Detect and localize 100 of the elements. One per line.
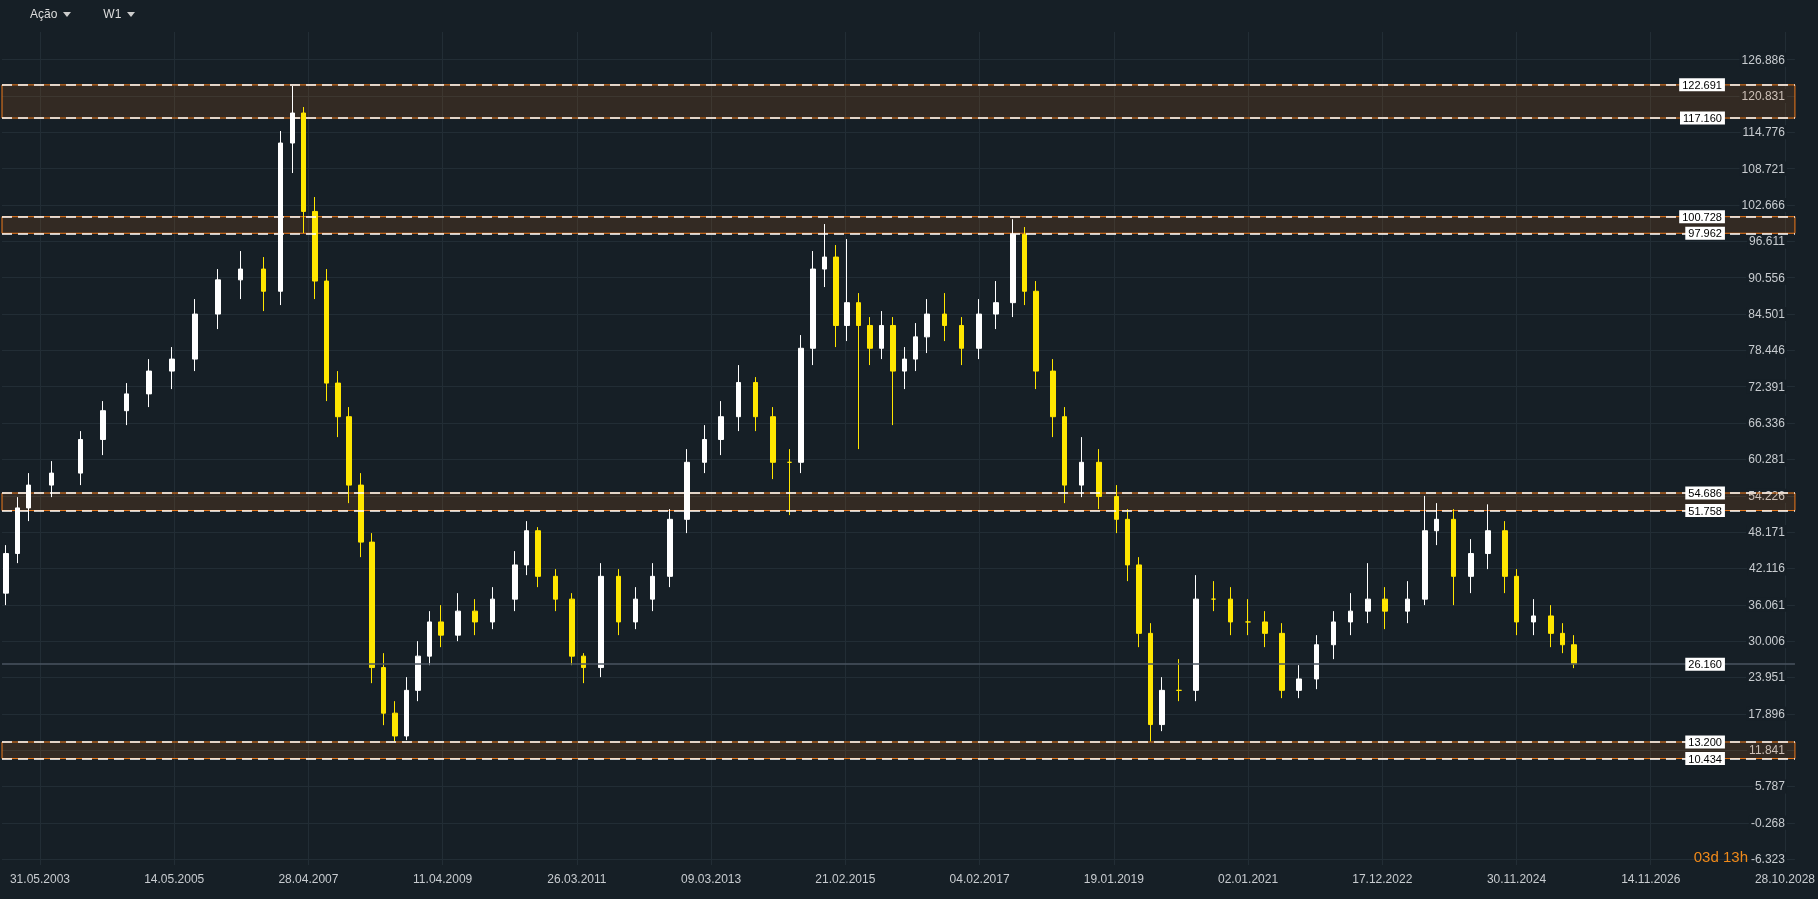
candlestick [976, 298, 982, 360]
candlestick [1365, 562, 1371, 624]
candlestick [1531, 598, 1536, 636]
candlestick [472, 598, 478, 636]
candlestick [736, 364, 741, 432]
candlestick [1279, 622, 1285, 699]
candlestick [146, 358, 152, 408]
candlestick [553, 568, 558, 612]
text: W1 [103, 7, 122, 21]
candlestick [381, 652, 386, 726]
y-tick-label: 114.776 [1742, 125, 1786, 140]
x-tick-label: 31.05.2003 [9, 872, 71, 886]
ref-line-label: 54.686 [1688, 486, 1722, 499]
candlestick [913, 322, 918, 372]
y-tick-label: 78.446 [1748, 343, 1786, 358]
ref-line-label: 10.434 [1688, 752, 1722, 765]
candlestick [392, 700, 398, 742]
candlestick [702, 424, 707, 474]
candlestick [1096, 448, 1102, 510]
x-tick-label: 19.01.2019 [1083, 872, 1145, 886]
candlestick [650, 562, 655, 612]
candlestick [1348, 592, 1353, 636]
candlestick [524, 520, 529, 576]
candlestick [1211, 580, 1216, 612]
candlestick [598, 562, 604, 678]
candlestick [1468, 538, 1474, 594]
ref-line-label: 51.758 [1688, 504, 1722, 517]
candlestick [312, 196, 318, 300]
candlestick [124, 382, 129, 426]
candlestick [192, 298, 198, 372]
y-tick-label: 30.006 [1748, 634, 1786, 649]
candlestick [1451, 508, 1456, 606]
candlestick [215, 268, 221, 330]
candlestick [856, 292, 861, 450]
candlestick [415, 640, 421, 702]
y-tick-label: 36.061 [1748, 597, 1786, 612]
x-tick-label: 26.03.2011 [547, 872, 607, 886]
candlestick [718, 400, 724, 456]
candlestick [1193, 574, 1199, 702]
ref-line-label: 117.160 [1682, 112, 1722, 125]
candlestick [1405, 580, 1410, 624]
candlestick [924, 298, 930, 354]
y-tick-label: 11.841 [1749, 743, 1786, 758]
x-tick-label: 28.04.2007 [278, 872, 339, 886]
candlestick [959, 316, 964, 366]
y-tick-label: 60.281 [1748, 452, 1786, 467]
candlestick [942, 292, 947, 342]
candlestick [1022, 226, 1027, 306]
candlestick [1050, 358, 1056, 438]
y-tick-label: 42.116 [1749, 561, 1786, 576]
candlestick [1382, 586, 1388, 630]
candlestick [1062, 406, 1067, 504]
x-tick-label: 02.01.2021 [1218, 872, 1279, 886]
annotation: 03d 13h [1693, 848, 1748, 865]
y-tick-label: -0.268 [1750, 815, 1786, 830]
candlestick [301, 106, 306, 234]
y-tick-label: 17.896 [1748, 706, 1786, 721]
candlestick [1571, 634, 1577, 669]
candlestick [1548, 604, 1554, 648]
candlestick [1125, 508, 1130, 582]
candlestick [753, 376, 758, 432]
x-tick-label: 04.02.2017 [949, 872, 1010, 886]
ref-line-label: 97.962 [1688, 227, 1722, 240]
candlestick [427, 610, 432, 666]
candlestick [261, 256, 266, 312]
ref-line-label: 100.728 [1682, 210, 1722, 223]
y-tick-label: 96.611 [1749, 234, 1786, 249]
candlestick [369, 532, 375, 684]
y-tick-label: -6.323 [1750, 852, 1786, 867]
candlestick [358, 472, 364, 558]
x-tick-label: 21.02.2015 [815, 872, 876, 886]
candlestick [787, 448, 792, 516]
candlestick [512, 550, 518, 612]
y-tick-label: 84.501 [1748, 307, 1786, 322]
y-tick-label: 108.721 [1741, 161, 1786, 176]
candlestick [324, 268, 329, 402]
ref-line-label: 13.200 [1688, 735, 1722, 748]
candlestick [1514, 568, 1519, 636]
candlestick [1502, 520, 1508, 594]
candlestick [1485, 503, 1491, 570]
candlestick [1033, 280, 1039, 390]
candlestick [770, 406, 776, 480]
candlestick [535, 526, 541, 588]
candlestick [633, 586, 638, 630]
x-tick-label: 09.03.2013 [681, 872, 742, 886]
candlestick [569, 592, 575, 666]
text: Ação [30, 7, 58, 21]
y-tick-label: 102.666 [1741, 198, 1786, 213]
candlestick [346, 406, 352, 504]
candlestick [1262, 610, 1268, 648]
candlestick [616, 568, 621, 636]
candlestick [1314, 634, 1319, 690]
candlestick [1148, 622, 1153, 742]
y-tick-label: 5.787 [1754, 779, 1786, 794]
candlestick [890, 316, 896, 426]
y-tick-label: 23.951 [1748, 670, 1786, 685]
candlestick [1228, 586, 1233, 636]
candlestick [1159, 676, 1165, 732]
y-tick-label: 66.336 [1748, 416, 1786, 431]
x-tick-label: 14.05.2005 [144, 872, 205, 886]
